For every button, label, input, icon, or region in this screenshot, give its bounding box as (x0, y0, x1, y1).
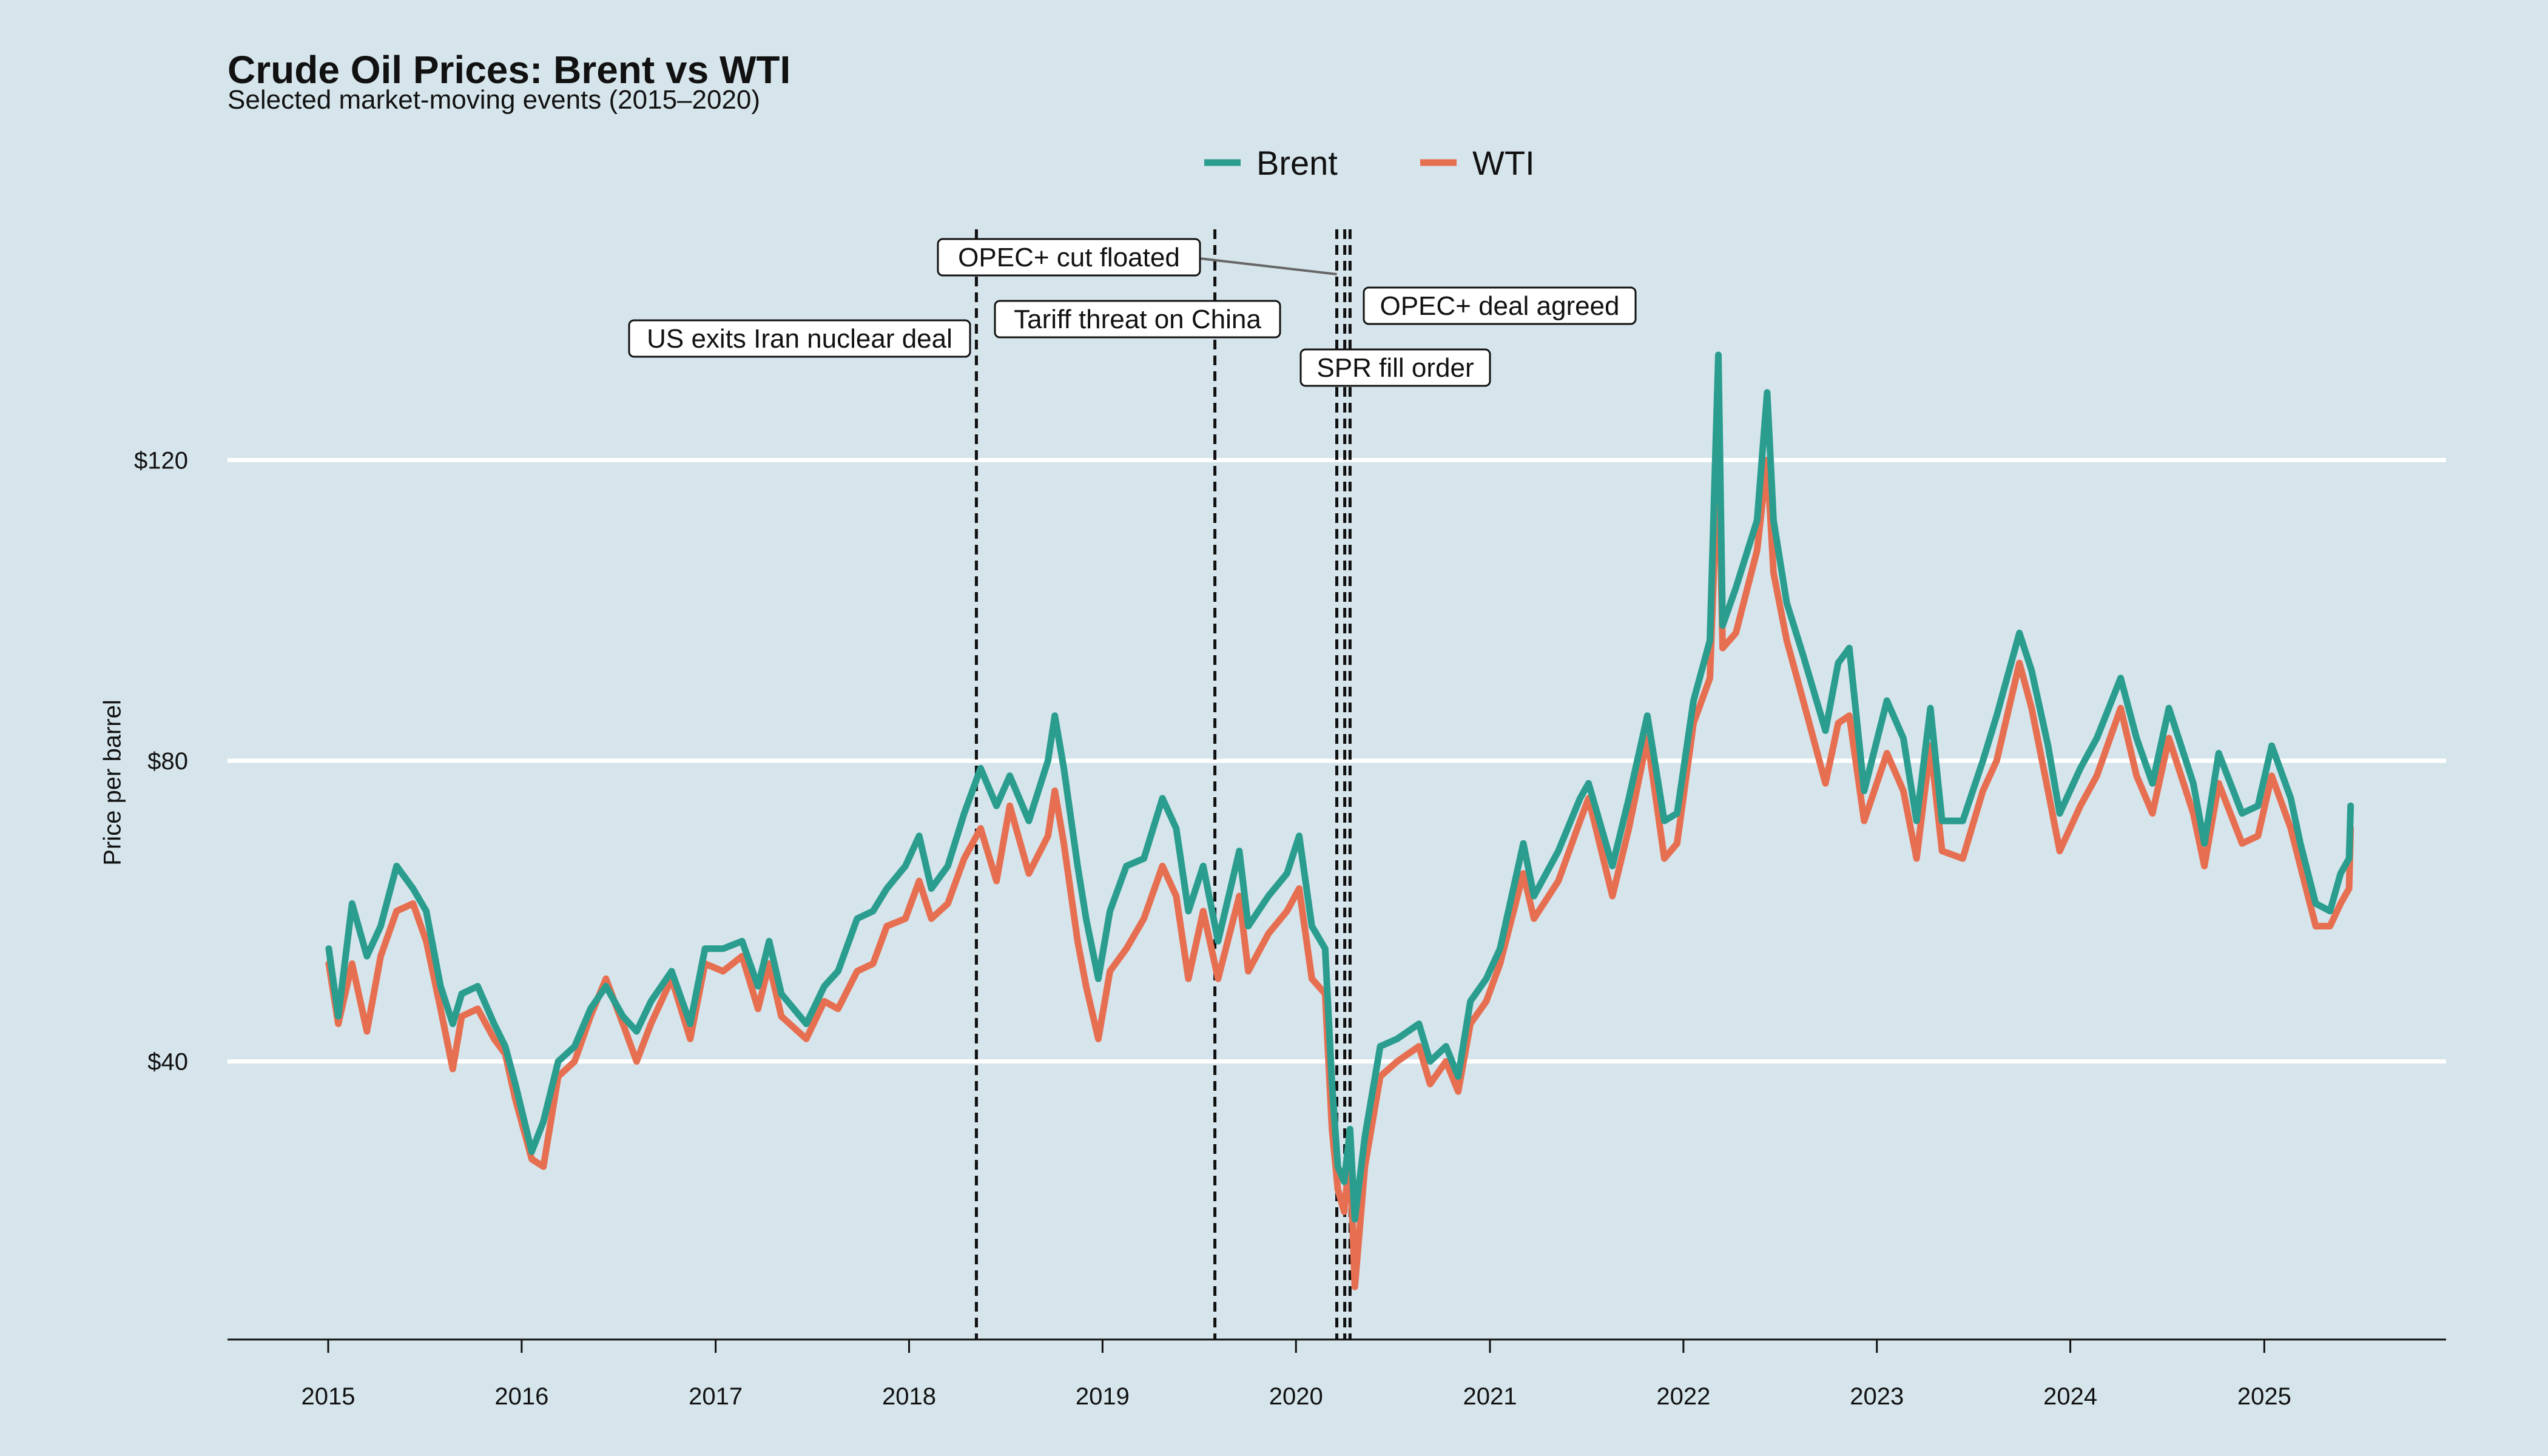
chart-subtitle: Selected market-moving events (2015–2020… (228, 85, 761, 115)
grid-lines (228, 457, 2446, 1064)
x-tick-label: 2022 (1656, 1383, 1710, 1410)
annotation-label: US exits Iran nuclear deal (647, 324, 952, 354)
event-annotation: SPR fill order (1299, 348, 1491, 387)
x-tick-label: 2017 (689, 1383, 743, 1410)
annotation-leader-line (1199, 257, 1337, 275)
y-axis-ticks: $40 $80 $120 (134, 447, 188, 1075)
annotation-box (628, 319, 971, 358)
legend-label-brent: Brent (1256, 144, 1338, 182)
x-tick-label: 2020 (1269, 1383, 1323, 1410)
x-tick-label: 2018 (882, 1383, 936, 1410)
annotation-label: Tariff threat on China (1014, 305, 1261, 334)
x-tick-label: 2024 (2043, 1383, 2097, 1410)
annotation-box (1363, 286, 1637, 325)
x-axis-ticks: 2015 2016 2017 2018 2019 2020 2021 2022 2023 2024… (301, 1340, 2291, 1410)
chart-title: Crude Oil Prices: Brent vs WTI (228, 48, 791, 92)
event-annotation: OPEC+ cut floated (937, 238, 1201, 277)
series-lines (325, 351, 2354, 1290)
event-annotation: Tariff threat on China (994, 300, 1281, 339)
x-tick-label: 2021 (1463, 1383, 1517, 1410)
y-tick-label: $40 (147, 1049, 188, 1076)
annotation-box (937, 238, 1201, 277)
legend-label-wti: WTI (1472, 144, 1535, 182)
annotation-box (1299, 348, 1491, 387)
event-annotations: US exits Iran nuclear deal Tariff threat … (628, 238, 1637, 387)
x-tick-label: 2015 (301, 1383, 355, 1410)
x-tick-label: 2023 (1850, 1383, 1904, 1410)
annotation-label: OPEC+ cut floated (958, 243, 1180, 272)
series-line-brent (325, 351, 2354, 1223)
x-tick-label: 2025 (2237, 1383, 2291, 1410)
event-annotation: US exits Iran nuclear deal (628, 319, 971, 358)
x-tick-label: 2016 (494, 1383, 548, 1410)
y-tick-label: $80 (147, 748, 188, 775)
annotation-label: SPR fill order (1316, 353, 1474, 383)
annotation-label: OPEC+ deal agreed (1380, 291, 1619, 321)
legend: Brent WTI (1204, 144, 1535, 182)
annotation-box (994, 300, 1281, 339)
event-markers (974, 229, 1352, 1340)
x-tick-label: 2019 (1076, 1383, 1130, 1410)
y-tick-label: $120 (134, 447, 188, 474)
event-annotation: OPEC+ deal agreed (1363, 286, 1637, 325)
